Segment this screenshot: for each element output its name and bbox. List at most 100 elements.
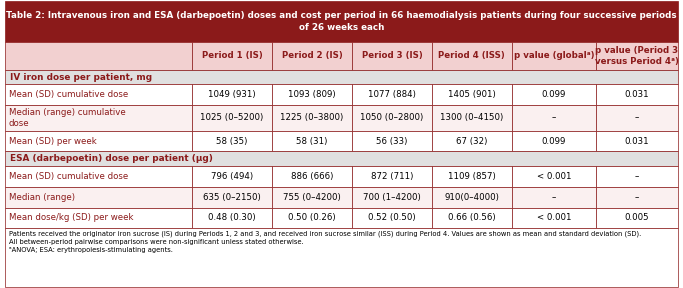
Bar <box>272 131 352 151</box>
Bar <box>432 208 512 228</box>
Bar <box>272 42 352 70</box>
Text: 886 (666): 886 (666) <box>291 172 333 181</box>
Text: 1225 (0–3800): 1225 (0–3800) <box>281 113 344 122</box>
Text: –: – <box>552 113 556 122</box>
Text: 67 (32): 67 (32) <box>456 137 488 146</box>
Text: 56 (33): 56 (33) <box>376 137 408 146</box>
Text: –: – <box>635 193 639 202</box>
Text: 910(0–4000): 910(0–4000) <box>445 193 499 202</box>
Text: –: – <box>635 172 639 181</box>
Text: 0.031: 0.031 <box>624 137 649 146</box>
Bar <box>192 131 272 151</box>
Text: 58 (31): 58 (31) <box>296 137 328 146</box>
Text: 796 (494): 796 (494) <box>211 172 253 181</box>
Text: IV iron dose per patient, mg: IV iron dose per patient, mg <box>10 73 152 82</box>
Text: 0.52 (0.50): 0.52 (0.50) <box>368 213 416 222</box>
Text: –: – <box>635 113 639 122</box>
Bar <box>5 131 192 151</box>
Bar <box>5 151 678 166</box>
Text: Mean (SD) cumulative dose: Mean (SD) cumulative dose <box>9 172 128 181</box>
Bar <box>596 166 678 187</box>
Bar <box>596 105 678 131</box>
Text: Period 2 (IS): Period 2 (IS) <box>281 52 342 60</box>
Bar <box>5 166 192 187</box>
Text: 635 (0–2150): 635 (0–2150) <box>204 193 261 202</box>
Text: 0.66 (0.56): 0.66 (0.56) <box>448 213 496 222</box>
Text: 1049 (931): 1049 (931) <box>208 90 256 99</box>
Bar <box>432 131 512 151</box>
Bar <box>352 42 432 70</box>
Text: Median (range): Median (range) <box>9 193 75 202</box>
Bar <box>272 187 352 208</box>
Bar <box>352 166 432 187</box>
Bar <box>5 105 192 131</box>
Bar <box>352 131 432 151</box>
Bar <box>432 166 512 187</box>
Bar <box>272 105 352 131</box>
Text: 1300 (0–4150): 1300 (0–4150) <box>440 113 503 122</box>
Bar <box>352 208 432 228</box>
Bar <box>512 84 596 105</box>
Text: Period 4 (ISS): Period 4 (ISS) <box>438 52 505 60</box>
Bar <box>432 42 512 70</box>
Text: 1405 (901): 1405 (901) <box>448 90 496 99</box>
Text: 0.099: 0.099 <box>542 137 566 146</box>
Text: 700 (1–4200): 700 (1–4200) <box>363 193 421 202</box>
Bar <box>5 42 192 70</box>
Bar <box>512 166 596 187</box>
Text: 0.50 (0.26): 0.50 (0.26) <box>288 213 336 222</box>
Text: Median (range) cumulative
dose: Median (range) cumulative dose <box>9 108 126 128</box>
Bar <box>596 187 678 208</box>
Text: ESA (darbepoetin) dose per patient (μg): ESA (darbepoetin) dose per patient (μg) <box>10 154 212 163</box>
Text: 0.031: 0.031 <box>624 90 649 99</box>
Bar <box>352 187 432 208</box>
Text: Mean dose/kg (SD) per week: Mean dose/kg (SD) per week <box>9 213 133 222</box>
Text: 0.005: 0.005 <box>624 213 649 222</box>
Text: p value (Period 3
versus Period 4ᵃ): p value (Period 3 versus Period 4ᵃ) <box>595 46 679 66</box>
Bar <box>272 166 352 187</box>
Text: 0.099: 0.099 <box>542 90 566 99</box>
Bar <box>512 208 596 228</box>
Bar <box>596 208 678 228</box>
Bar <box>192 208 272 228</box>
Text: Period 3 (IS): Period 3 (IS) <box>361 52 422 60</box>
Bar <box>432 187 512 208</box>
Bar <box>352 105 432 131</box>
Bar <box>512 105 596 131</box>
Text: < 0.001: < 0.001 <box>537 213 571 222</box>
Bar <box>5 228 678 287</box>
Text: p value (globalᵃ): p value (globalᵃ) <box>514 52 594 60</box>
Bar <box>5 70 678 84</box>
Bar <box>596 84 678 105</box>
Bar <box>192 84 272 105</box>
Text: 1050 (0–2800): 1050 (0–2800) <box>360 113 423 122</box>
Text: Patients received the originator iron sucrose (IS) during Periods 1, 2 and 3, an: Patients received the originator iron su… <box>9 230 641 253</box>
Bar <box>192 105 272 131</box>
Bar <box>512 131 596 151</box>
Text: 872 (711): 872 (711) <box>371 172 413 181</box>
Text: Mean (SD) per week: Mean (SD) per week <box>9 137 96 146</box>
Text: 1109 (857): 1109 (857) <box>448 172 496 181</box>
Bar <box>432 105 512 131</box>
Text: 0.48 (0.30): 0.48 (0.30) <box>208 213 256 222</box>
Bar <box>352 84 432 105</box>
Bar <box>5 187 192 208</box>
Bar <box>192 187 272 208</box>
Text: Period 1 (IS): Period 1 (IS) <box>201 52 262 60</box>
Bar <box>5 1 678 42</box>
Bar <box>512 42 596 70</box>
Bar <box>432 84 512 105</box>
Text: 58 (35): 58 (35) <box>217 137 248 146</box>
Text: 1077 (884): 1077 (884) <box>368 90 416 99</box>
Text: 1025 (0–5200): 1025 (0–5200) <box>201 113 264 122</box>
Bar <box>272 84 352 105</box>
Bar <box>512 187 596 208</box>
Bar <box>272 208 352 228</box>
Bar <box>596 131 678 151</box>
Bar <box>5 208 192 228</box>
Bar <box>596 42 678 70</box>
Text: –: – <box>552 193 556 202</box>
Bar <box>5 84 192 105</box>
Bar <box>192 42 272 70</box>
Text: Mean (SD) cumulative dose: Mean (SD) cumulative dose <box>9 90 128 99</box>
